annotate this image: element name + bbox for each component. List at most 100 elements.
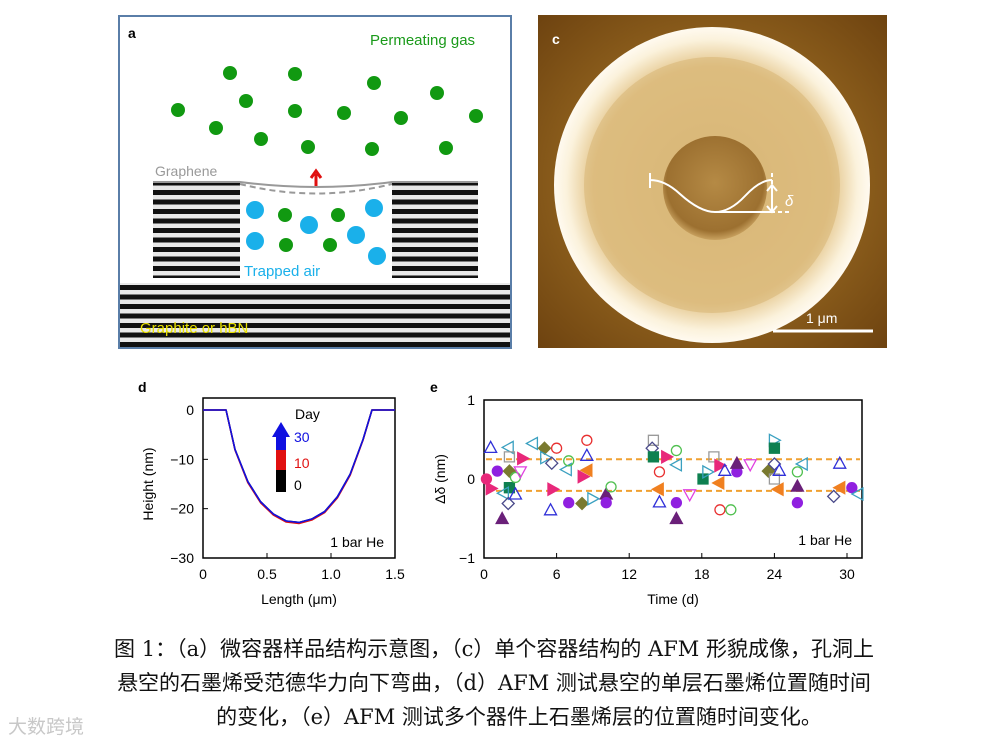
x-tick-label: 30 [839,566,855,582]
data-point [480,473,493,485]
annotation: 1 bar He [330,534,384,550]
data-point [495,511,510,525]
legend-swatch-10 [276,450,286,470]
legend-label: 0 [294,477,302,493]
panel-label-d: d [138,379,147,395]
panel-label-c: c [552,31,560,47]
data-point [600,497,612,509]
panel-c-afm-image: c δ 1 μm [538,15,887,348]
data-point [508,486,523,500]
permeating-gas-label: Permeating gas [370,32,475,49]
data-point [575,496,589,511]
data-point [717,462,732,476]
x-tick-label: 0.5 [257,566,277,582]
graphene-label: Graphene [155,163,217,179]
data-point [768,442,781,454]
data-point [581,434,593,446]
y-tick-label: 0 [186,402,194,418]
data-point [794,456,808,472]
data-point [525,436,539,451]
data-point [550,442,563,454]
data-point [661,449,675,464]
x-axis-label: Length (μm) [261,591,337,607]
data-point [558,462,572,477]
x-tick-label: 1.0 [321,566,341,582]
data-point [647,434,660,446]
y-tick-label: −1 [459,550,475,566]
data-point [669,457,683,472]
data-point [770,482,784,497]
x-tick-label: 1.5 [385,566,405,582]
x-tick-label: 0 [480,566,488,582]
watermark: 大数跨境 [8,716,85,738]
substrate-label: Graphite or hBN [140,320,248,337]
data-point [650,482,664,497]
graphene-membrane [153,181,478,188]
data-point [503,451,516,463]
trapped-air-label: Trapped air [244,263,320,280]
data-point [501,496,516,511]
data-point [605,481,617,493]
y-tick-label: −10 [170,451,194,467]
y-tick-label: −30 [170,550,194,566]
data-point [832,480,846,495]
panel-e-scatter-chart: e 0 6 12 18 24 30 1 0 −1 Time (d) Δδ (nm) 1 bar He [430,379,864,607]
data-point [563,497,575,509]
data-point [772,462,787,476]
x-tick-label: 6 [553,566,561,582]
caption-line-3: 的变化，（e）AFM 测试多个器件上石墨烯层的位置随时间变化。 [216,705,822,729]
data-point [483,440,498,454]
data-point [714,504,726,516]
height-profile-line [649,173,773,213]
panel-a-schematic: a Permeating gas Graphene Trapped air Gr… [118,15,512,349]
data-point [729,455,744,469]
data-point [653,466,666,478]
delta-arrow-icon [766,183,778,214]
gas-molecules [171,66,483,156]
substrate [120,283,510,347]
x-tick-label: 12 [621,566,637,582]
data-point [491,465,503,477]
data-point [768,473,781,485]
x-tick-label: 24 [767,566,783,582]
data-point [670,444,683,457]
scale-bar-label: 1 μm [806,310,837,326]
legend-arrow-icon [272,422,290,437]
data-point [579,447,594,461]
data-point [563,455,575,467]
data-point [682,489,697,503]
data-point [547,482,561,497]
y-tick-label: −20 [170,501,194,517]
caption-line-2: 悬空的石墨烯受范德华力向下弯曲，（d）AFM 测试悬空的单层石墨烯位置随时间 [117,671,871,695]
right-stack [392,183,478,278]
x-axis-label: Time (d) [647,591,699,607]
data-point [543,502,558,516]
up-arrow-icon [309,168,323,186]
data-point [725,504,737,516]
series-line-day-30 [203,409,395,524]
panel-d-height-chart: d 0 0.5 1.0 1.5 0 −10 −20 −30 Length (μm) Height … [138,379,405,607]
data-point [670,497,683,509]
trapped-air-molecules [246,199,386,265]
y-axis-label: Height (nm) [140,447,156,520]
data-point [540,450,554,465]
y-tick-label: 1 [467,392,475,408]
legend-swatch-0 [276,470,286,492]
data-point [513,466,528,480]
plot-frame [202,397,396,559]
x-tick-label: 18 [694,566,710,582]
data-point [544,456,559,471]
data-point [485,481,499,496]
data-point [500,440,514,455]
data-point [832,455,847,469]
x-tick-label: 0 [199,566,207,582]
panel-label-a: a [128,25,136,41]
data-point [846,482,858,494]
data-point [702,464,716,479]
legend-swatch-30 [276,437,286,450]
data-point [791,466,804,478]
graphene-deflected [239,183,393,195]
data-point [711,475,725,491]
data-point [826,489,841,504]
